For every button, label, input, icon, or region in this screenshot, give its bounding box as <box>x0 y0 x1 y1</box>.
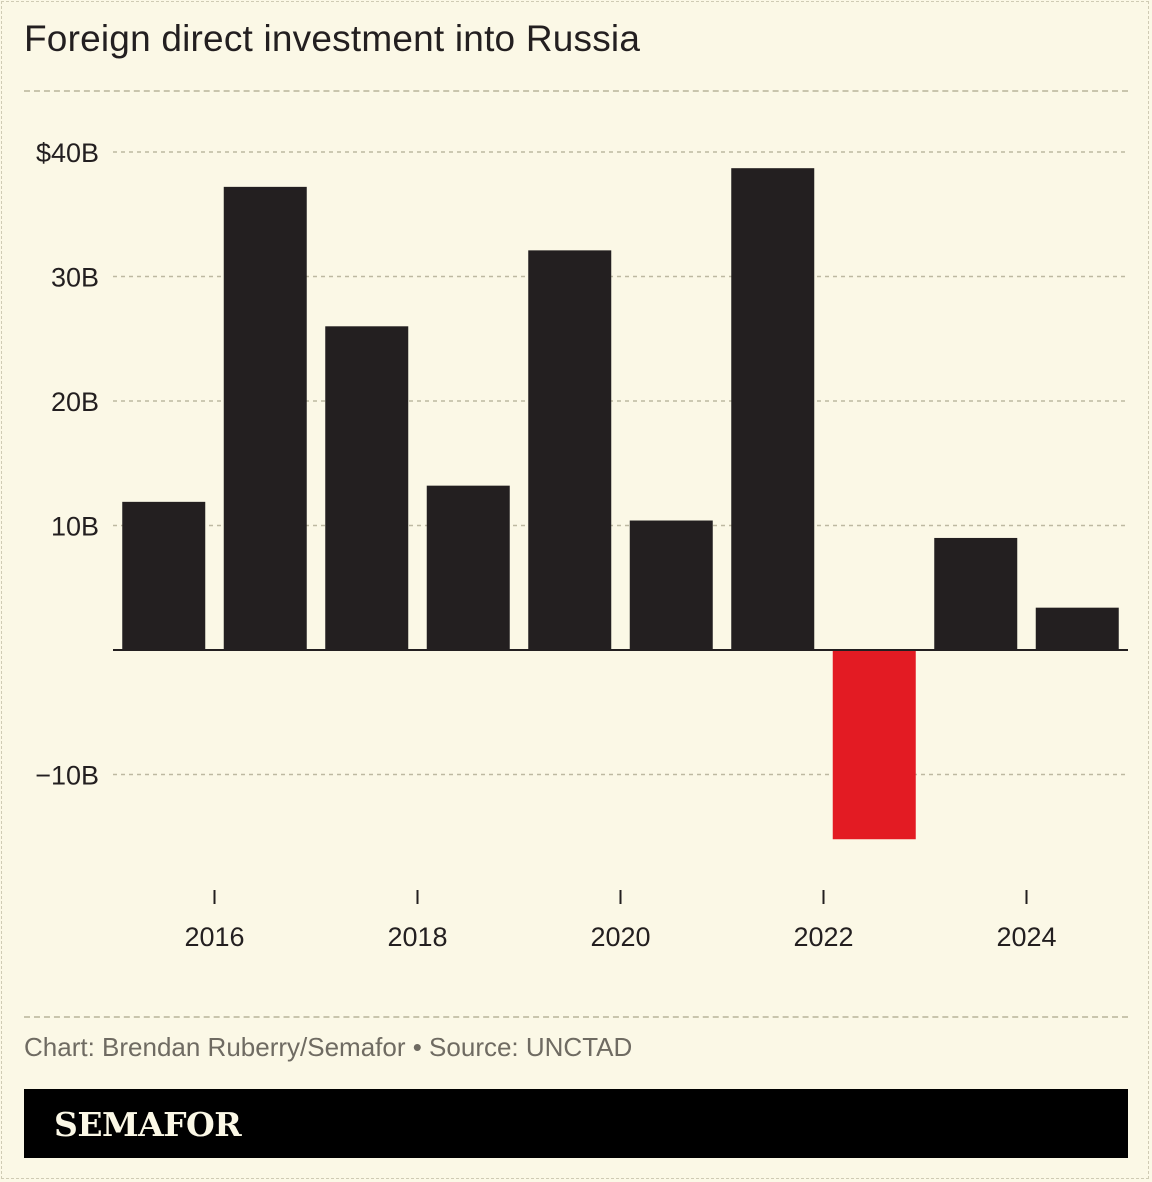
bar-2017 <box>325 326 409 650</box>
x-tick-label-2020: 2020 <box>590 922 650 952</box>
bar-2016 <box>223 186 307 651</box>
y-tick-label-2: 20B <box>51 387 99 417</box>
bar-2023 <box>934 537 1018 650</box>
bar-2019 <box>528 250 612 651</box>
x-tick-label-2022: 2022 <box>793 922 853 952</box>
bar-2022 <box>832 650 916 840</box>
chart-title: Foreign direct investment into Russia <box>24 18 641 59</box>
bar-2024 <box>1035 607 1119 650</box>
footer-bar: SEMAFOR <box>24 1089 1128 1158</box>
y-tick-label-3: 10B <box>51 512 99 542</box>
bar-2015 <box>122 501 206 650</box>
axes: $40B 30B 20B 10B −10B 2016 2018 2020 2022 2024 <box>35 138 1128 952</box>
top-divider <box>24 90 1128 92</box>
bottom-divider <box>24 1016 1128 1018</box>
bars <box>122 168 1119 840</box>
bar-chart: $40B 30B 20B 10B −10B 2016 2018 2020 2022 2024 <box>35 138 1128 952</box>
bar-2021 <box>731 168 815 650</box>
x-tick-label-2016: 2016 <box>184 922 244 952</box>
x-tick-label-2018: 2018 <box>387 922 447 952</box>
bar-2018 <box>426 485 510 650</box>
semafor-logo: SEMAFOR <box>54 1105 242 1144</box>
x-tick-label-2024: 2024 <box>996 922 1056 952</box>
y-tick-label-1: 30B <box>51 263 99 293</box>
y-tick-label-0: $40B <box>36 138 99 168</box>
y-tick-label-4: −10B <box>35 761 99 791</box>
source-credit: Chart: Brendan Ruberry/Semafor • Source:… <box>24 1032 633 1062</box>
bar-2020 <box>629 520 713 650</box>
